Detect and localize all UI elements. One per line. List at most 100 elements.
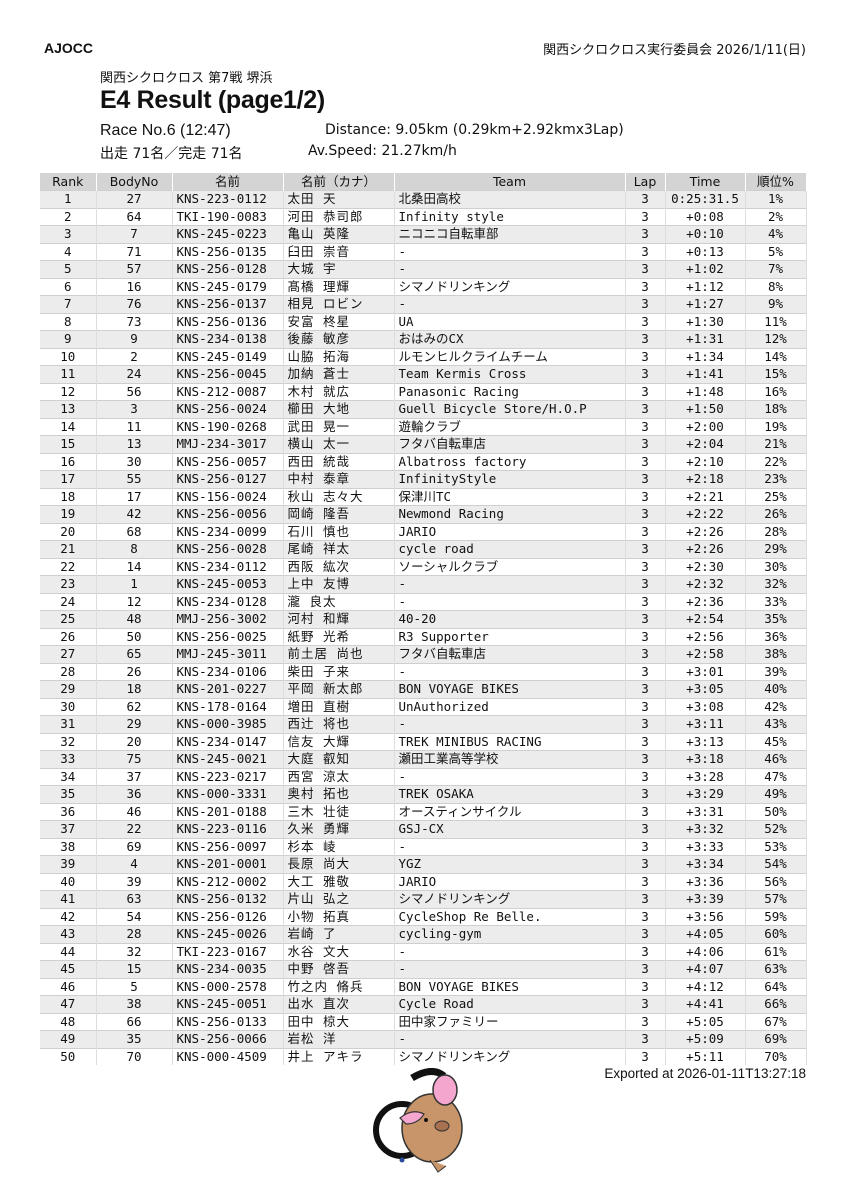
cell-license-id: KNS-256-0025 [172,627,284,646]
cell-body-no: 35 [96,1030,173,1048]
cell-rank-percent: 26% [745,505,807,523]
cell-team: フタバ自転車店 [394,435,626,453]
cell-team: cycle road [394,540,626,558]
cell-rank-percent: 38% [745,645,807,663]
cell-team: オースティンサイクル [394,802,626,821]
cell-lap: 3 [625,540,666,558]
cell-license-id: KNS-256-0132 [172,890,284,908]
cell-license-id: KNS-256-0136 [172,312,284,331]
cell-team: おはみのCX [394,330,626,348]
table-row: 24 12 KNS-234-0128 瀧 良太 -3 +2:36 33% [40,592,807,611]
cell-rank: 43 [40,925,97,943]
table-row: 22 14 KNS-234-0112 西阪 紘次 ソーシャルクラブ 3 +2:30 30% [40,557,807,576]
cell-rider-name: 木村 就広 [283,382,395,401]
cell-rank: 4 [40,242,97,261]
cell-rank-percent: 47% [745,767,807,786]
cell-body-no: 62 [96,697,173,716]
cell-lap: 3 [625,505,666,523]
cell-team: 田中家ファミリー [394,1012,626,1031]
cell-team: TREK OSAKA [394,785,626,803]
cell-team: シマノドリンキング [394,890,626,908]
cell-license-id: KNS-256-0056 [172,505,284,523]
cell-body-no: 48 [96,610,173,628]
cell-lap: 3 [625,207,666,226]
table-row: 25 48 MMJ-256-3002 河村 和輝 40-20 3 +2:54 35% [40,610,807,628]
cell-license-id: KNS-223-0112 [172,190,284,208]
cell-rank: 41 [40,890,97,908]
cell-rank: 24 [40,592,97,611]
cell-lap: 3 [625,680,666,698]
table-row: 16 30 KNS-256-0057 西田 統哉 Albatross factory 3 +… [40,452,807,471]
cell-time: +3:31 [665,802,746,821]
cell-team: cycling-gym [394,925,626,943]
cell-team: ニコニコ自転車部 [394,225,626,243]
cell-license-id: KNS-256-0045 [172,365,284,383]
cell-rank-percent: 30% [745,557,807,576]
cell-lap: 3 [625,697,666,716]
cell-time: 0:25:31.5 [665,190,746,208]
cell-lap: 3 [625,400,666,418]
cell-rank: 29 [40,680,97,698]
cell-body-no: 9 [96,330,173,348]
cell-lap: 3 [625,942,666,961]
table-row: 27 65 MMJ-245-3011 前土居 尚也 フタバ自転車店 3 +2:58 38% [40,645,807,663]
table-row: 17 55 KNS-256-0127 中村 泰章 InfinityStyle 3 +2:18… [40,470,807,488]
cell-body-no: 32 [96,942,173,961]
cell-rank: 12 [40,382,97,401]
cell-time: +3:39 [665,890,746,908]
cell-license-id: KNS-234-0112 [172,557,284,576]
cell-time: +1:50 [665,400,746,418]
table-row: 7 76 KNS-256-0137 相見 ロビン -3 +1:27 9% [40,295,807,313]
cell-lap: 3 [625,242,666,261]
cell-license-id: KNS-000-4509 [172,1047,284,1065]
cell-lap: 3 [625,610,666,628]
cell-rank-percent: 43% [745,715,807,733]
cell-rank-percent: 33% [745,592,807,611]
cell-rank: 1 [40,190,97,208]
cell-rank-percent: 64% [745,977,807,996]
cell-license-id: KNS-234-0106 [172,662,284,681]
cell-rider-name: 田中 椋大 [283,1012,395,1031]
table-row: 10 2 KNS-245-0149 山脇 拓海 ルモンヒルクライムチーム 3 +1:34 14… [40,347,807,366]
cell-lap: 3 [625,277,666,296]
cell-rank: 3 [40,225,97,243]
cell-rank-percent: 57% [745,890,807,908]
table-row: 49 35 KNS-256-0066 岩松 洋 -3 +5:09 69% [40,1030,807,1048]
cell-body-no: 55 [96,470,173,488]
cell-time: +2:58 [665,645,746,663]
cell-time: +2:00 [665,417,746,436]
cell-team: 瀬田工業高等学校 [394,750,626,768]
cell-team: UA [394,312,626,331]
col-rank: Rank [40,173,97,191]
cell-rider-name: 亀山 英隆 [283,225,395,243]
cell-team: UnAuthorized [394,697,626,716]
cell-team: Newmond Racing [394,505,626,523]
cell-rank: 47 [40,995,97,1013]
cell-rank: 35 [40,785,97,803]
cell-lap: 3 [625,645,666,663]
cell-rider-name: 相見 ロビン [283,295,395,313]
table-row: 28 26 KNS-234-0106 柴田 子来 -3 +3:01 39% [40,662,807,681]
cell-lap: 3 [625,225,666,243]
cell-body-no: 3 [96,400,173,418]
cell-rank: 31 [40,715,97,733]
cell-lap: 3 [625,470,666,488]
cell-team: JARIO [394,872,626,891]
cell-team: R3 Supporter [394,627,626,646]
table-row: 6 16 KNS-245-0179 髙橋 理輝 シマノドリンキング 3 +1:12 8% [40,277,807,296]
cell-team: Guell Bicycle Store/H.O.P [394,400,626,418]
cell-body-no: 7 [96,225,173,243]
cell-rank-percent: 12% [745,330,807,348]
cell-rank: 49 [40,1030,97,1048]
cell-rank: 9 [40,330,97,348]
table-row: 33 75 KNS-245-0021 大庭 叡知 瀬田工業高等学校 3 +3:18 46% [40,750,807,768]
table-row: 11 24 KNS-256-0045 加納 蒼士 Team Kermis Cross 3 +… [40,365,807,383]
cell-lap: 3 [625,907,666,926]
cell-body-no: 16 [96,277,173,296]
cell-rank: 13 [40,400,97,418]
cell-rank-percent: 18% [745,400,807,418]
cell-lap: 3 [625,330,666,348]
cell-lap: 3 [625,732,666,751]
cell-body-no: 46 [96,802,173,821]
cell-rider-name: 尾崎 祥太 [283,540,395,558]
